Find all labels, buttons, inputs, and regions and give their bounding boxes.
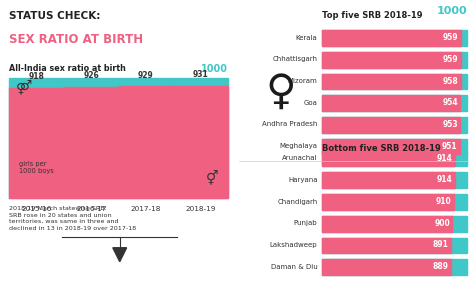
Text: 889: 889 bbox=[433, 262, 448, 271]
Text: Lakshadweep: Lakshadweep bbox=[270, 242, 318, 248]
Text: 2016-17: 2016-17 bbox=[76, 206, 107, 212]
Polygon shape bbox=[113, 248, 127, 262]
Text: 929: 929 bbox=[138, 70, 154, 80]
Text: Andhra Pradesh: Andhra Pradesh bbox=[262, 122, 318, 128]
Text: Punjab: Punjab bbox=[294, 220, 318, 226]
Bar bbox=[322, 238, 451, 253]
Bar bbox=[322, 95, 460, 111]
Text: Kerala: Kerala bbox=[296, 35, 318, 41]
Bar bbox=[322, 216, 467, 231]
Bar bbox=[322, 95, 467, 111]
Text: Haryana: Haryana bbox=[288, 177, 318, 183]
Bar bbox=[322, 117, 467, 133]
Text: 2018-19 March statewise SRB:
SRB rose in 20 states and union
territories, was sa: 2018-19 March statewise SRB: SRB rose in… bbox=[9, 206, 137, 231]
Bar bbox=[322, 30, 467, 46]
Bar bbox=[322, 238, 467, 253]
Text: ⚤: ⚤ bbox=[16, 81, 33, 95]
Bar bbox=[322, 139, 460, 154]
Text: STATUS CHECK:: STATUS CHECK: bbox=[9, 11, 100, 21]
Text: Daman & Diu: Daman & Diu bbox=[271, 264, 318, 270]
Bar bbox=[322, 216, 453, 231]
Text: Goa: Goa bbox=[304, 100, 318, 106]
Bar bbox=[322, 151, 455, 166]
Bar bbox=[322, 259, 467, 275]
Text: 1000: 1000 bbox=[201, 64, 228, 74]
Text: ♀: ♀ bbox=[265, 71, 296, 113]
Bar bbox=[322, 259, 451, 275]
Text: Meghalaya: Meghalaya bbox=[280, 143, 318, 149]
Text: 1000: 1000 bbox=[437, 6, 467, 16]
Text: 918: 918 bbox=[29, 72, 45, 81]
Text: Arunachal: Arunachal bbox=[282, 155, 318, 161]
Text: 926: 926 bbox=[83, 71, 99, 80]
Text: 951: 951 bbox=[442, 142, 457, 151]
Text: 914: 914 bbox=[437, 175, 452, 184]
Bar bbox=[173, 86, 228, 198]
Text: 958: 958 bbox=[443, 77, 458, 85]
Text: girls per
1000 boys: girls per 1000 boys bbox=[18, 162, 53, 174]
Bar bbox=[64, 87, 118, 198]
Text: Chhattisgarh: Chhattisgarh bbox=[273, 56, 318, 62]
Bar bbox=[118, 87, 173, 198]
Bar bbox=[9, 88, 64, 198]
Text: All-India sex ratio at birth: All-India sex ratio at birth bbox=[9, 64, 126, 73]
Bar bbox=[322, 117, 460, 133]
Bar bbox=[322, 30, 461, 46]
Text: 931: 931 bbox=[192, 70, 209, 79]
Bar bbox=[322, 172, 455, 188]
Text: 953: 953 bbox=[442, 120, 458, 129]
Text: Top five SRB 2018-19: Top five SRB 2018-19 bbox=[322, 11, 423, 20]
Bar bbox=[322, 194, 454, 210]
Text: 2018-19: 2018-19 bbox=[185, 206, 216, 212]
Text: Chandigarh: Chandigarh bbox=[277, 199, 318, 204]
Bar bbox=[322, 139, 467, 154]
Text: SEX RATIO AT BIRTH: SEX RATIO AT BIRTH bbox=[9, 34, 144, 47]
Bar bbox=[322, 52, 461, 68]
Text: ⚥: ⚥ bbox=[206, 172, 219, 187]
Text: 954: 954 bbox=[442, 98, 458, 107]
Text: 959: 959 bbox=[443, 33, 459, 42]
Text: 2017-18: 2017-18 bbox=[131, 206, 161, 212]
Text: 914: 914 bbox=[437, 154, 452, 163]
Text: 910: 910 bbox=[436, 197, 452, 206]
Bar bbox=[322, 74, 461, 89]
Text: 2015-16: 2015-16 bbox=[21, 206, 52, 212]
Text: 959: 959 bbox=[443, 55, 459, 64]
Bar bbox=[322, 194, 467, 210]
Bar bbox=[9, 78, 228, 198]
Text: Bottom five SRB 2018-19: Bottom five SRB 2018-19 bbox=[322, 144, 441, 153]
Bar bbox=[322, 172, 467, 188]
Text: 900: 900 bbox=[435, 219, 450, 228]
Bar bbox=[322, 52, 467, 68]
Text: Mizoram: Mizoram bbox=[288, 78, 318, 84]
Bar bbox=[322, 74, 467, 89]
Bar bbox=[322, 151, 467, 166]
Text: 891: 891 bbox=[433, 241, 449, 249]
